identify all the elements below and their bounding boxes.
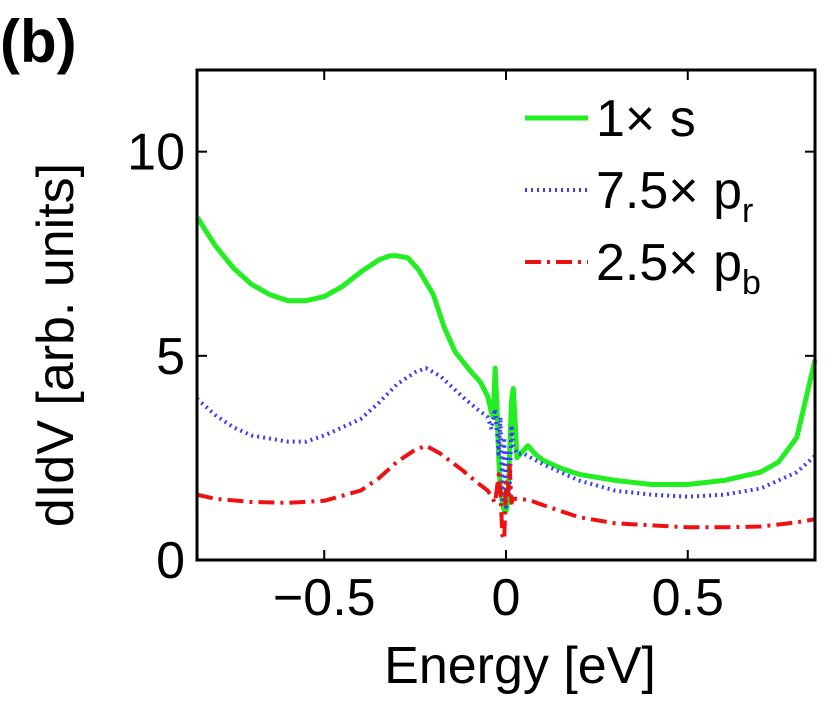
y-tick-label: 10 (127, 124, 185, 182)
panel-label: (b) (0, 8, 77, 75)
series-layer (194, 215, 818, 542)
y-tick-label: 0 (156, 532, 185, 590)
series-line-3 (196, 443, 816, 542)
legend-label-3: 2.5× pb (596, 234, 761, 302)
x-tick-label: −0.5 (273, 569, 376, 627)
series-line-1 (194, 215, 818, 514)
x-axis-label: Energy [eV] (384, 637, 656, 695)
legend: 1× s 7.5× pr2.5× pb (525, 90, 761, 302)
y-tick-label: 5 (156, 328, 185, 386)
y-axis-label: dIdV [arb. units] (27, 163, 85, 527)
x-tick-label: 0 (492, 569, 521, 627)
ticks-layer: −0.5 0 0.5 0 5 10 (127, 70, 815, 627)
x-tick-label: 0.5 (652, 569, 724, 627)
legend-label-1: 1× s (596, 90, 696, 148)
legend-label-2: 7.5× pr (596, 162, 753, 230)
series-line-2 (195, 366, 817, 509)
